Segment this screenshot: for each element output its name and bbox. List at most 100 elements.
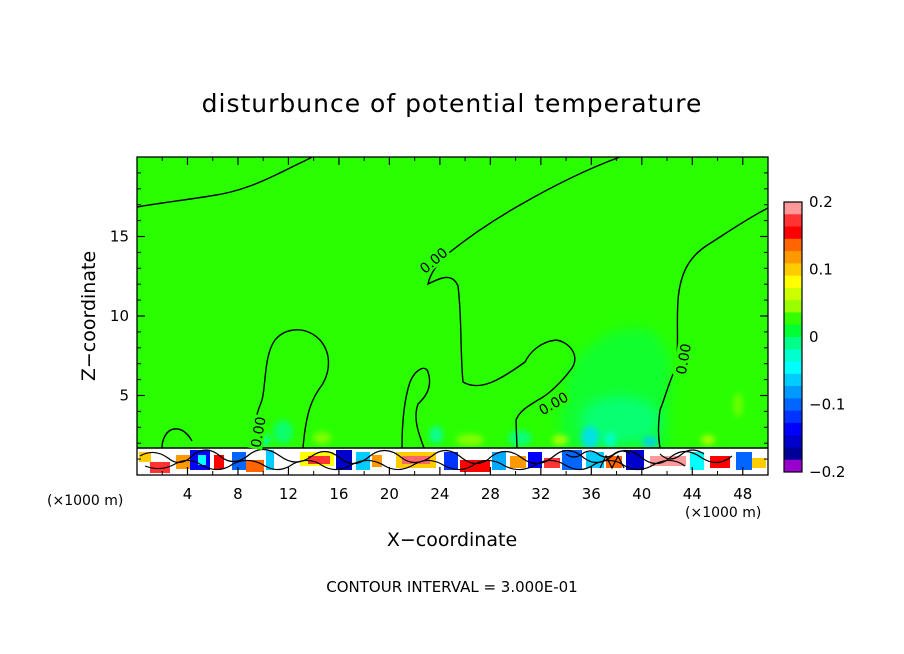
surface-warm-blob bbox=[510, 456, 526, 468]
x-tick-label: 8 bbox=[233, 485, 243, 503]
colorbar-swatch bbox=[784, 373, 802, 387]
surface-warm-blob bbox=[752, 458, 766, 468]
field-cool-patch bbox=[604, 432, 616, 448]
field-background bbox=[137, 157, 768, 475]
colorbar-swatch bbox=[784, 214, 802, 228]
x-tick-label: 20 bbox=[380, 485, 399, 503]
colorbar: 0.2 0.1 0 −0.1 −0.2 bbox=[783, 193, 845, 481]
colorbar-swatch bbox=[784, 410, 802, 424]
surface-warm-blob bbox=[214, 455, 224, 469]
zero-contour-right bbox=[657, 207, 768, 449]
surface-cool-blob bbox=[336, 450, 352, 470]
field-warm-patch bbox=[552, 435, 568, 445]
field-cool-patch bbox=[429, 426, 443, 444]
contour-label-bg bbox=[415, 243, 452, 277]
surface-warm-blob bbox=[308, 456, 330, 464]
colorbar-swatch bbox=[784, 447, 802, 461]
x-tick-label: 40 bbox=[632, 485, 651, 503]
colorbar-swatch bbox=[784, 386, 802, 399]
surface-cool-blob bbox=[198, 455, 206, 465]
y-tick-label: 5 bbox=[119, 387, 129, 405]
field-warm-patch bbox=[313, 432, 331, 444]
x-tick-label: 36 bbox=[582, 485, 601, 503]
zero-contour-mid-plume bbox=[401, 367, 431, 449]
x-tick-label: 32 bbox=[531, 485, 550, 503]
zero-contour-central bbox=[427, 157, 621, 449]
field-warm-patch bbox=[456, 434, 484, 446]
x-tick-label: 16 bbox=[329, 485, 348, 503]
colorbar-swatch bbox=[784, 435, 802, 448]
x-axis-label: X−coordinate bbox=[387, 529, 517, 551]
colorbar-swatch bbox=[784, 263, 802, 277]
zero-contour-left-plume bbox=[249, 329, 330, 449]
colorbar-tick-label: 0.1 bbox=[809, 261, 833, 279]
field-variations bbox=[255, 328, 743, 450]
surface-cool-blob bbox=[562, 450, 582, 470]
zero-contours bbox=[137, 157, 768, 449]
surface-cool-blob bbox=[626, 450, 644, 470]
y-tick-label: 15 bbox=[110, 228, 129, 246]
z-unit-label: (×1000 m) bbox=[47, 493, 123, 509]
field-cool-patch bbox=[580, 396, 660, 444]
surface-warm-blob bbox=[544, 458, 560, 468]
colorbar-swatch bbox=[784, 312, 802, 326]
surface-cool-blob bbox=[736, 452, 752, 470]
colorbar-swatch bbox=[784, 459, 802, 473]
colorbar-swatch bbox=[784, 337, 802, 350]
surface-warm-blob bbox=[402, 456, 430, 464]
colorbar-swatch bbox=[784, 275, 802, 289]
colorbar-swatch bbox=[784, 287, 802, 301]
contour-label-bg bbox=[534, 388, 572, 419]
colorbar-tick-label: −0.2 bbox=[809, 463, 845, 481]
contour-label-bg bbox=[247, 413, 268, 451]
field-warm-patch bbox=[701, 435, 715, 445]
contour-interval-note: CONTOUR INTERVAL = 3.000E-01 bbox=[326, 578, 577, 596]
surface-cool-blob bbox=[586, 452, 604, 468]
colorbar-swatch bbox=[784, 226, 802, 240]
colorbar-tick-label: 0 bbox=[809, 328, 819, 346]
colorbar-tick-label: −0.1 bbox=[809, 396, 845, 414]
field-cool-patch bbox=[642, 436, 658, 448]
chart-title: disturbunce of potential temperature bbox=[202, 89, 703, 118]
surface-cool-blob bbox=[444, 452, 458, 470]
colorbar-swatch bbox=[784, 398, 802, 412]
surface-eddy-contour bbox=[565, 449, 705, 470]
colorbar-swatch bbox=[784, 324, 802, 338]
colorbar-swatch bbox=[784, 202, 802, 215]
surface-cool-blob bbox=[492, 452, 506, 470]
colorbar-frame bbox=[783, 201, 803, 473]
x-unit-label: (×1000 m) bbox=[685, 505, 761, 521]
contour-label-bg bbox=[672, 340, 694, 377]
surface-warm-blob bbox=[460, 460, 490, 472]
surface-cool-blob bbox=[266, 450, 274, 470]
x-tick-label: 24 bbox=[430, 485, 449, 503]
colorbar-swatch bbox=[784, 361, 802, 375]
x-tick-label: 4 bbox=[183, 485, 193, 503]
x-axis: 4 8 12 16 20 24 28 32 36 40 44 48 bbox=[161, 157, 752, 503]
plot-area: 0.000.000.000.00 bbox=[137, 157, 768, 475]
contour-label: 0.00 bbox=[249, 416, 270, 449]
y-axis-label: Z−coordinate bbox=[78, 251, 100, 381]
zero-contour-small-bump bbox=[161, 428, 193, 449]
colorbar-swatch bbox=[784, 238, 802, 252]
x-tick-label: 28 bbox=[481, 485, 500, 503]
colorbar-swatch bbox=[784, 422, 802, 436]
contour-label: 0.00 bbox=[674, 342, 695, 375]
surface-layer bbox=[137, 447, 768, 475]
surface-eddy-contour bbox=[139, 448, 733, 465]
field-cool-patch bbox=[508, 430, 532, 446]
field-cool-patch bbox=[273, 420, 293, 444]
x-tick-label: 44 bbox=[683, 485, 702, 503]
y-tick-label: 10 bbox=[110, 307, 129, 325]
field-cool-patch bbox=[581, 426, 599, 450]
surface-warm-blob bbox=[372, 455, 382, 467]
field-warm-patch bbox=[733, 393, 743, 417]
zero-contour-top bbox=[137, 157, 313, 208]
surface-warm-blob bbox=[150, 462, 170, 473]
x-tick-label: 12 bbox=[279, 485, 298, 503]
x-tick-label: 48 bbox=[733, 485, 752, 503]
colorbar-tick-label: 0.2 bbox=[809, 193, 833, 211]
colorbar-swatch bbox=[784, 300, 802, 313]
colorbar-swatch bbox=[784, 349, 802, 363]
